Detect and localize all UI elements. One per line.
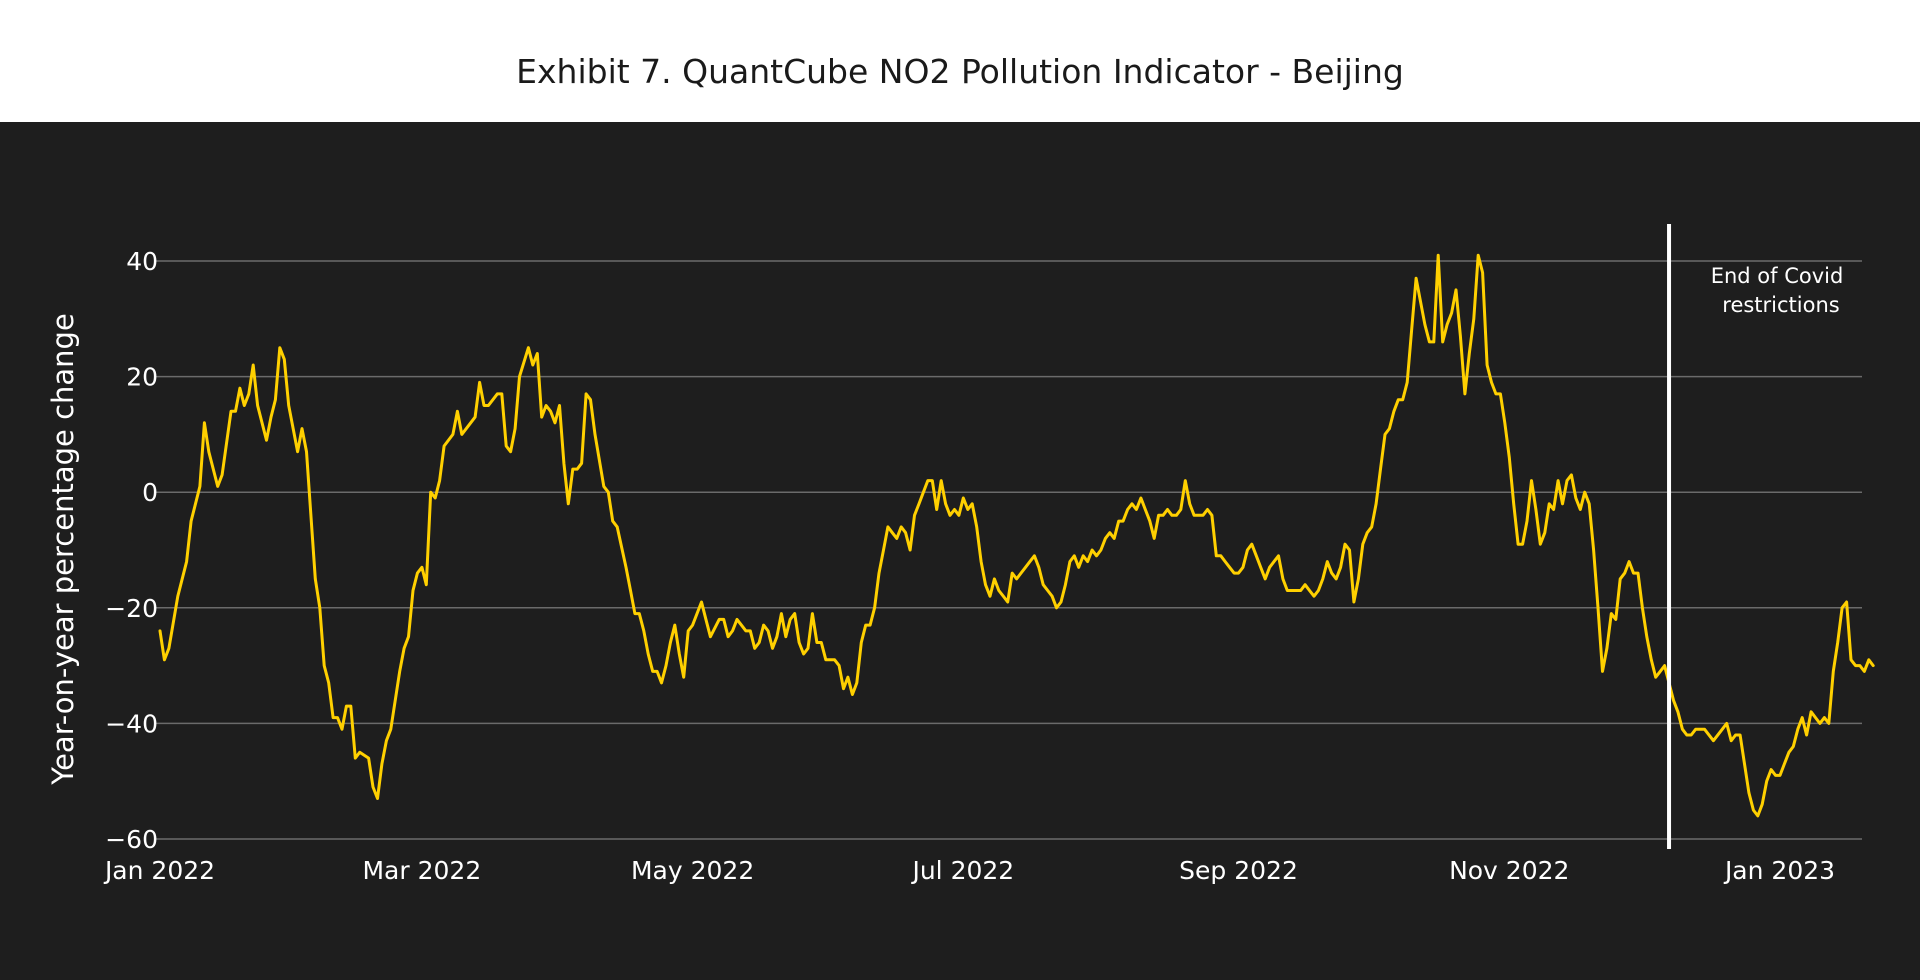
- annotation-text-line1: End of Covid: [1711, 264, 1844, 288]
- x-tick-label: Jan 2022: [103, 856, 215, 885]
- x-tick-label: Jul 2022: [910, 856, 1014, 885]
- y-tick-label: 0: [142, 478, 158, 507]
- chart-panel: 40 20 0 −20 −40 −60 Jan 2022 Mar 2022 May 2022 J…: [0, 122, 1920, 980]
- y-tick-label: −60: [105, 825, 158, 854]
- x-tick-label: Jan 2023: [1723, 856, 1835, 885]
- y-axis-title: Year-on-year percentage change: [46, 313, 80, 786]
- x-axis-ticks: Jan 2022 Mar 2022 May 2022 Jul 2022 Sep 2022…: [103, 856, 1835, 885]
- x-tick-label: May 2022: [631, 856, 754, 885]
- y-axis-ticks: 40 20 0 −20 −40 −60: [105, 247, 158, 854]
- title-bar: Exhibit 7. QuantCube NO2 Pollution Indic…: [0, 0, 1920, 122]
- x-tick-label: Nov 2022: [1449, 856, 1569, 885]
- annotation-layer: End of Covid restrictions: [1667, 224, 1844, 849]
- grid-layer: [155, 260, 1862, 840]
- y-tick-label: 40: [126, 247, 158, 276]
- y-tick-label: −40: [105, 709, 158, 738]
- line-layer: [158, 253, 1875, 818]
- x-tick-label: Mar 2022: [362, 856, 481, 885]
- x-tick-label: Sep 2022: [1179, 856, 1298, 885]
- series-line: [158, 253, 1875, 818]
- y-tick-label: 20: [126, 363, 158, 392]
- y-tick-label: −20: [105, 594, 158, 623]
- chart-title: Exhibit 7. QuantCube NO2 Pollution Indic…: [516, 52, 1404, 91]
- annotation-text-line2: restrictions: [1722, 293, 1839, 317]
